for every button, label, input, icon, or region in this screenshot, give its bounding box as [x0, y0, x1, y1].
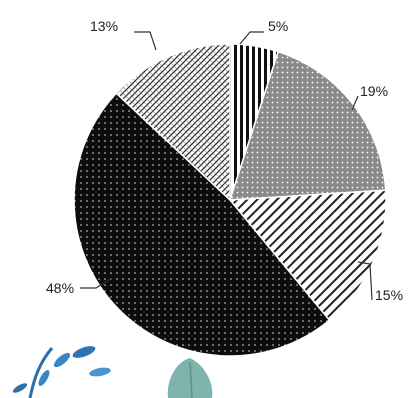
slice-label: 19%: [360, 83, 388, 99]
pie-slice-19pct: [228, 50, 387, 201]
pie-slice-13pct: [115, 43, 231, 202]
teal-leaf-icon: [167, 358, 213, 398]
blue-leaf-sprig-icon: [12, 346, 111, 398]
slice-label: 13%: [90, 18, 118, 34]
pie-slice-48pct: [73, 92, 331, 357]
pie-slice-15pct: [228, 189, 387, 322]
slice-label: 15%: [375, 287, 403, 303]
slice-label: 5%: [268, 18, 288, 34]
leader-line: [239, 31, 264, 45]
slice-label: 48%: [46, 280, 74, 296]
leader-line: [357, 261, 373, 301]
leader-line: [351, 95, 359, 111]
leader-line: [134, 31, 157, 51]
leader-line: [80, 277, 113, 289]
